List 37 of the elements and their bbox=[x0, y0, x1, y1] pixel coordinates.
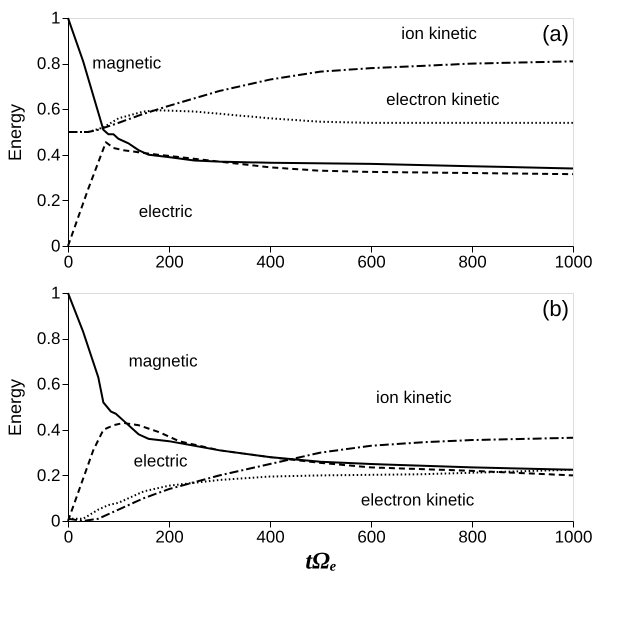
y-tick-label: 1 bbox=[51, 8, 60, 28]
text: electric bbox=[138, 202, 194, 221]
series-label: electric bbox=[134, 452, 188, 471]
x-tick-label: 1000 bbox=[554, 252, 592, 272]
series-label: magnetic bbox=[128, 351, 198, 370]
y-tick-label: 0.2 bbox=[36, 190, 60, 210]
series-label: ion kinetic bbox=[401, 24, 478, 43]
x-tick-label: 600 bbox=[357, 252, 386, 272]
x-tick-label: 200 bbox=[155, 528, 184, 546]
x-axis-title: tΩₑ bbox=[305, 548, 337, 574]
series-label: magnetic bbox=[92, 54, 162, 73]
y-tick-label: 0.8 bbox=[36, 54, 60, 74]
series-label: electron kinetic bbox=[360, 490, 475, 510]
y-tick-label: 0.6 bbox=[36, 100, 60, 119]
y-axis-title: Energy bbox=[4, 104, 25, 162]
y-tick-label: 0.6 bbox=[36, 374, 60, 394]
x-tick-label: 0 bbox=[64, 252, 74, 272]
y-tick-label: 0.8 bbox=[36, 329, 60, 348]
annotation: (a) bbox=[542, 21, 569, 46]
x-tick-label: 800 bbox=[458, 252, 487, 272]
x-tick-label: 400 bbox=[256, 252, 285, 272]
y-tick-label: 0 bbox=[51, 512, 60, 530]
y-tick-label: 0 bbox=[51, 236, 60, 256]
series-label: electron kinetic bbox=[386, 90, 500, 110]
x-tick-label: 0 bbox=[64, 528, 74, 546]
x-tick-label: 400 bbox=[256, 528, 285, 546]
annotation: (b) bbox=[542, 296, 569, 321]
y-tick-label: 0.2 bbox=[36, 466, 60, 485]
x-tick-label: 1000 bbox=[554, 528, 592, 546]
y-tick-label: 0.4 bbox=[36, 420, 60, 440]
x-tick-label: 600 bbox=[357, 528, 386, 546]
y-tick-label: 0.4 bbox=[36, 145, 60, 164]
x-tick-label: 800 bbox=[458, 528, 487, 546]
y-tick-label: 1 bbox=[51, 284, 60, 302]
y-axis-title: Energy bbox=[4, 378, 25, 436]
x-tick-label: 200 bbox=[155, 252, 184, 272]
text: ion kinetic bbox=[376, 388, 452, 407]
